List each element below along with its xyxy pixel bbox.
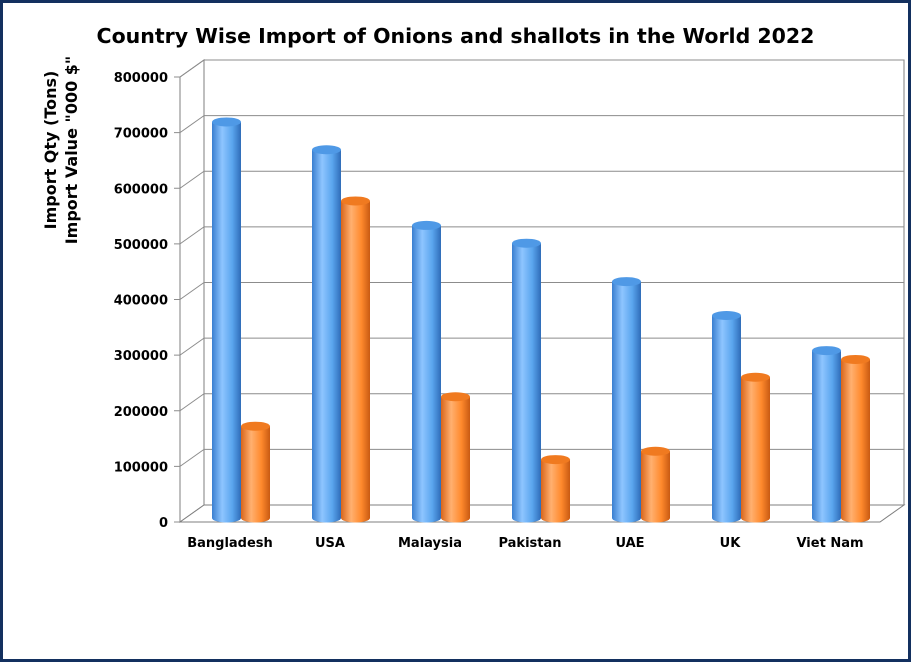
y-tick-label: 200000 — [114, 405, 168, 420]
x-tick-label: UK — [720, 536, 742, 551]
y-tick-label: 0 — [159, 516, 168, 531]
y-tick-label: 300000 — [114, 349, 168, 364]
bar — [612, 277, 641, 523]
bar-top — [241, 421, 270, 431]
bar-body — [612, 281, 641, 523]
bar-body — [712, 315, 741, 523]
bar — [241, 421, 270, 523]
chart-title: Country Wise Import of Onions and shallo… — [96, 24, 815, 48]
bar — [312, 145, 341, 523]
bar-body — [341, 200, 370, 523]
gridline-side — [179, 59, 205, 78]
bar-body — [412, 225, 441, 523]
bar-top — [841, 354, 870, 364]
bar-body — [212, 121, 241, 523]
bar-top — [512, 238, 541, 248]
gridline-side — [179, 282, 205, 300]
gridline-side — [179, 170, 205, 189]
bar-top — [412, 220, 441, 230]
bar — [412, 220, 441, 523]
gridline-side — [179, 393, 205, 412]
bar-body — [541, 459, 570, 523]
bar — [512, 238, 541, 523]
x-tick-label: Pakistan — [498, 536, 561, 551]
bar-top — [541, 455, 570, 465]
x-tick-label: Malaysia — [398, 536, 462, 551]
bar-top — [212, 117, 241, 127]
bar-body — [441, 396, 470, 523]
x-tick-label: USA — [315, 536, 345, 551]
bar — [841, 354, 870, 523]
y-tick-label: 500000 — [114, 238, 168, 253]
y-tick-label: 700000 — [114, 127, 168, 142]
bar-body — [512, 243, 541, 523]
gridline-side — [179, 226, 205, 245]
bar — [641, 446, 670, 523]
bar-top — [641, 446, 670, 456]
gridline-side — [179, 337, 205, 356]
bar — [341, 196, 370, 523]
x-tick-label: Bangladesh — [187, 536, 273, 551]
bar-top — [812, 346, 841, 356]
gridline-side — [179, 115, 205, 134]
y-tick-label: 400000 — [114, 294, 168, 309]
x-tick-label: Viet Nam — [796, 536, 863, 551]
bar — [212, 117, 241, 523]
bar-body — [312, 149, 341, 523]
bar — [541, 455, 570, 523]
bar-top — [741, 372, 770, 382]
y-tick-label: 100000 — [114, 460, 168, 475]
bar-top — [441, 392, 470, 402]
bar-body — [241, 426, 270, 523]
bar-body — [812, 350, 841, 523]
x-tick-label: UAE — [615, 536, 644, 551]
bar-body — [641, 451, 670, 523]
y-tick-label: 600000 — [114, 182, 168, 197]
y-tick-label: 800000 — [114, 71, 168, 86]
bar — [712, 311, 741, 523]
bar — [441, 392, 470, 523]
bar-top — [341, 196, 370, 206]
bar — [741, 372, 770, 523]
bar-top — [712, 311, 741, 321]
bar-top — [612, 277, 641, 287]
bar-body — [741, 377, 770, 523]
bar-top — [312, 145, 341, 155]
bar-body — [841, 359, 870, 523]
gridline-side — [179, 448, 205, 467]
bar — [812, 346, 841, 523]
